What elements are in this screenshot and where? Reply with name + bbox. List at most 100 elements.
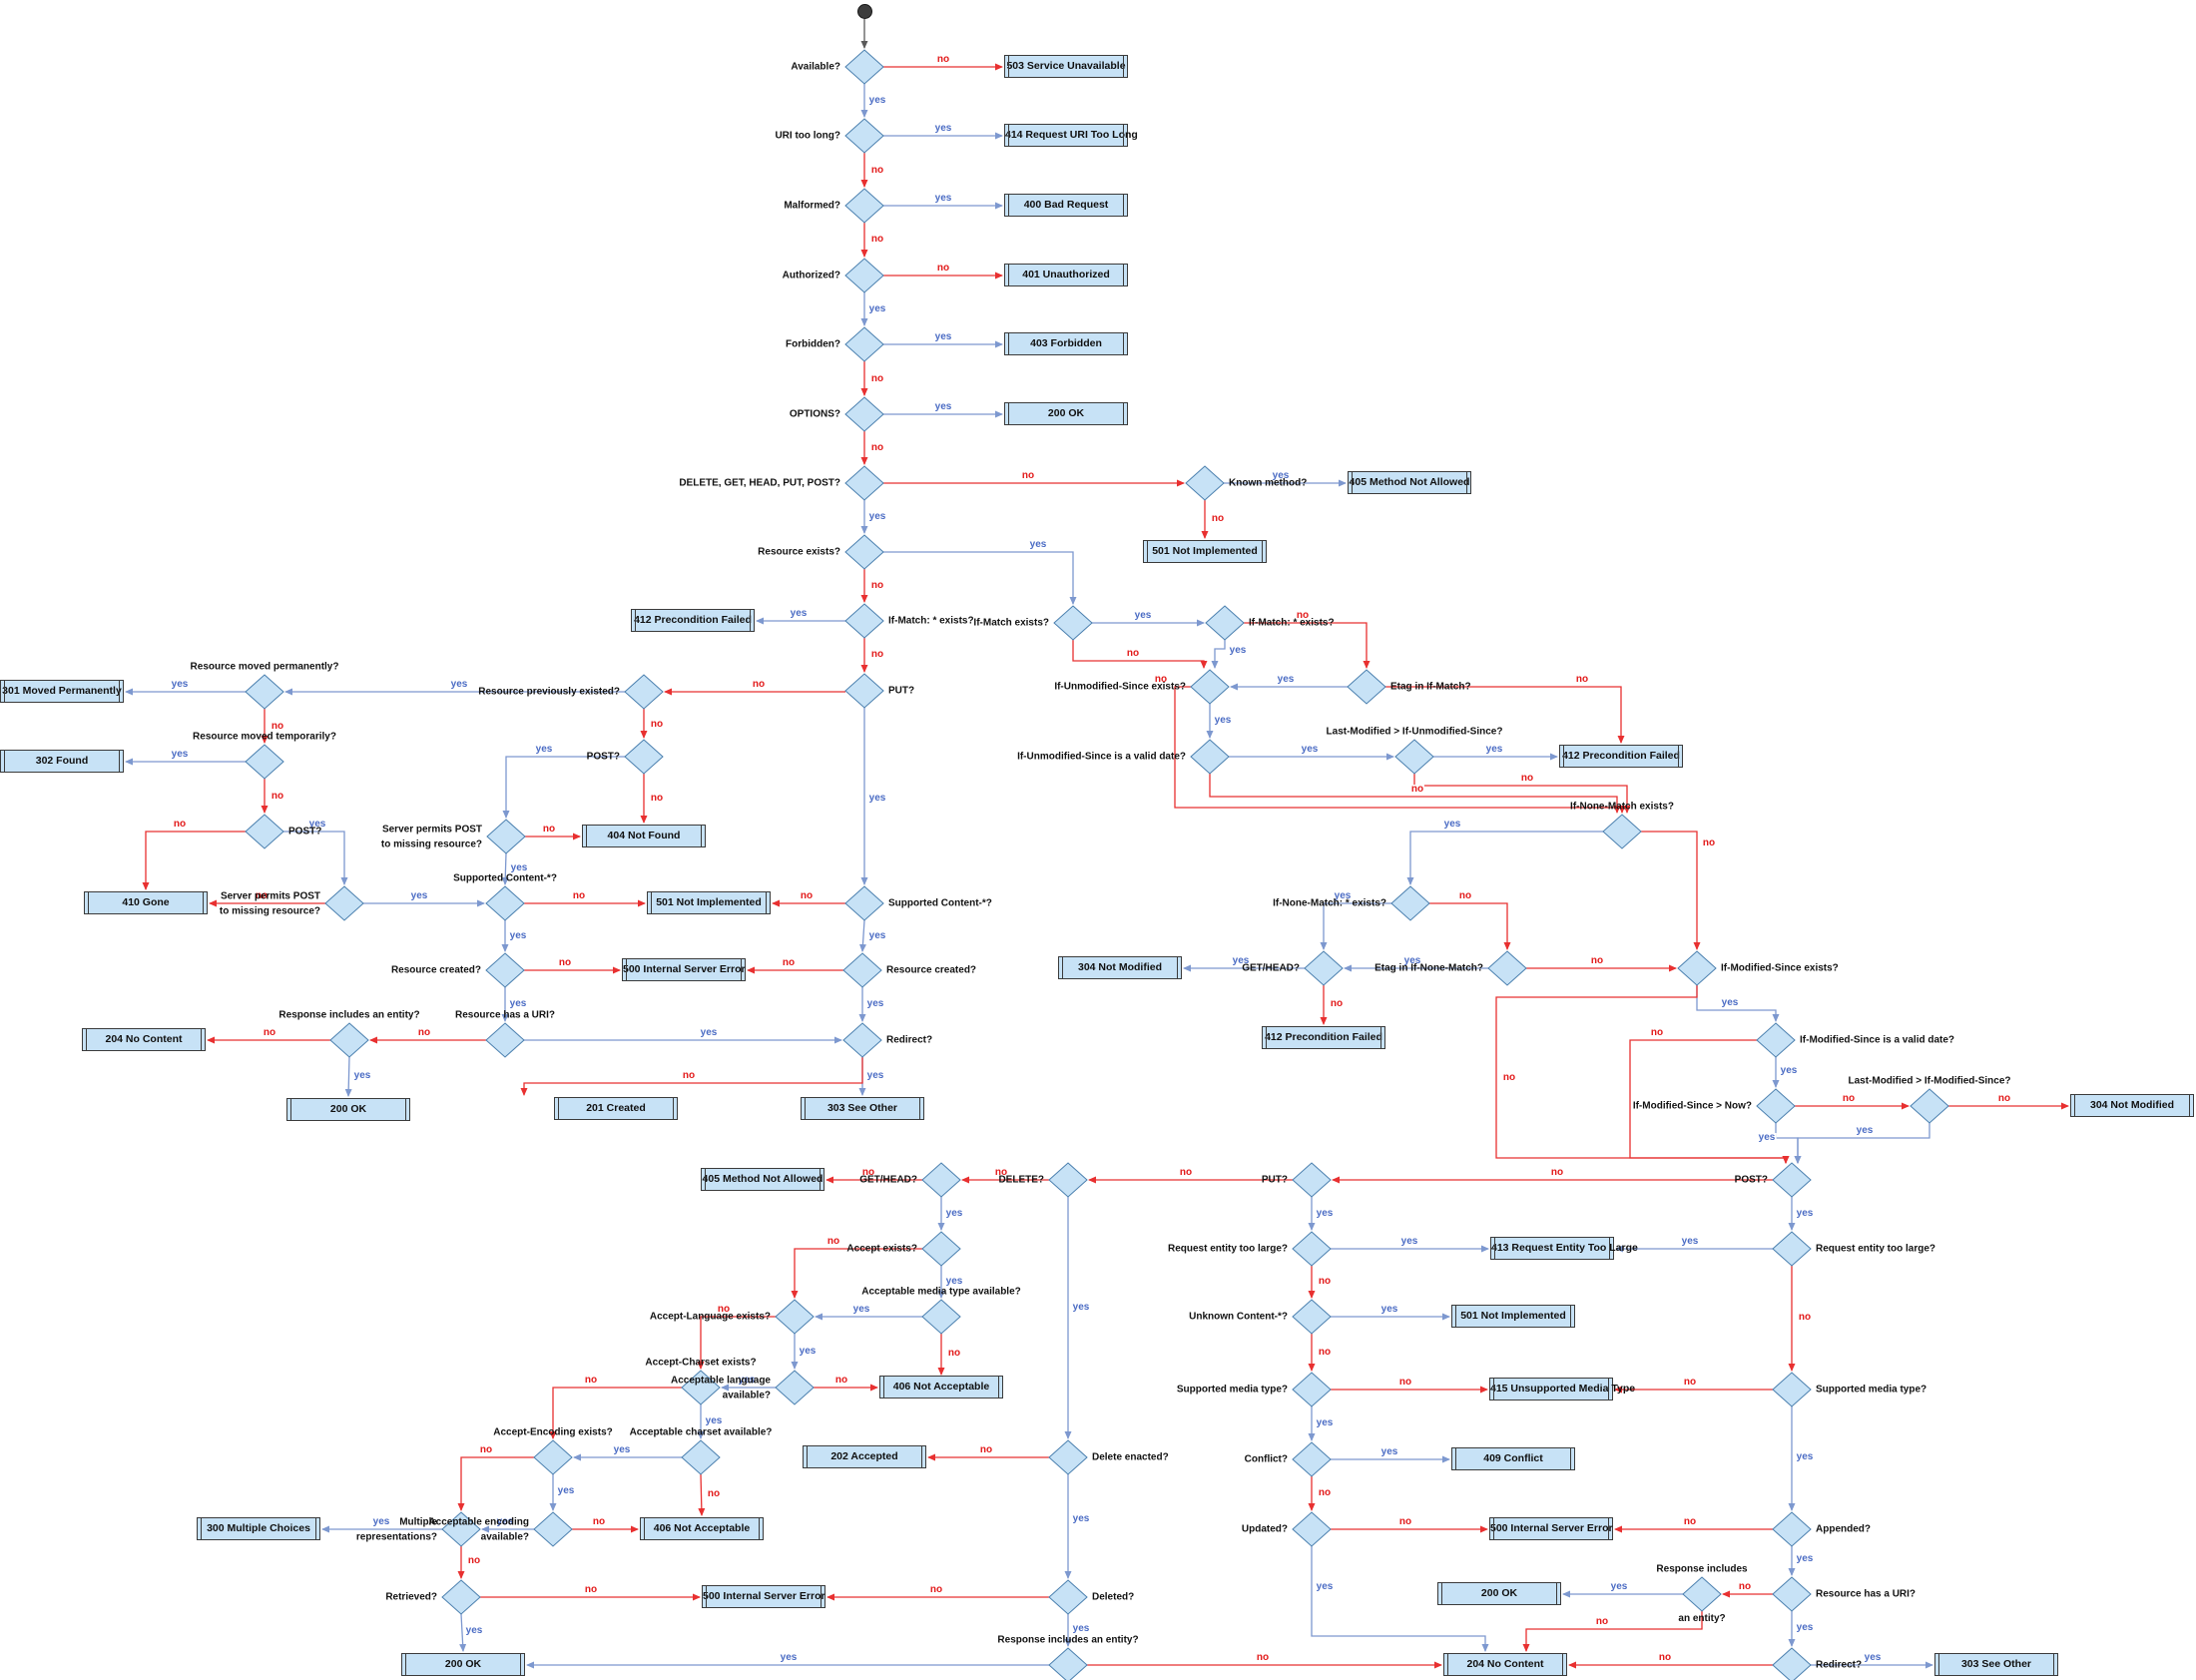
edge-answer-label: yes — [1231, 955, 1251, 966]
b-403-label: 403 Forbidden — [1030, 337, 1102, 349]
b-200-btm-left: 200 OK — [401, 1653, 525, 1676]
d-etag-if-none-match-label: Etag in If-None-Match? — [1374, 962, 1483, 974]
edge-answer-label: yes — [867, 930, 887, 941]
start-node-icon — [857, 4, 872, 19]
d-req-large-left — [1292, 1231, 1332, 1267]
edge-answer-label: no — [751, 679, 767, 690]
d-resp-entity-right — [1682, 1576, 1722, 1612]
d-accept-media-label: Acceptable media type available? — [861, 1286, 1021, 1298]
edge-answer-label: yes — [737, 1375, 757, 1386]
edge-answer-label: yes — [1228, 645, 1248, 656]
edge-answer-label: yes — [307, 819, 327, 830]
edge-answer-label: yes — [867, 95, 887, 106]
b-405-btm: 405 Method Not Allowed — [701, 1168, 824, 1191]
edge-answer-label: no — [1295, 610, 1311, 621]
edge-answer-label: yes — [170, 679, 190, 690]
d-resp-entity-right-label: Response includes — [1656, 1563, 1748, 1575]
b-500-mid-label: 500 Internal Server Error — [623, 963, 746, 975]
b-500-right: 500 Internal Server Error — [1489, 1517, 1613, 1540]
edge-answer-label: yes — [1795, 1208, 1815, 1219]
d-accept-charset-avail-label: Acceptable charset available? — [629, 1426, 773, 1438]
edge-d-accept-enc-exists-to-d-multi-rep — [457, 1456, 534, 1511]
edge-answer-label: no — [935, 54, 951, 65]
d-post-left — [245, 814, 284, 849]
edge-d-lastmod-ius-to-d-if-none-match-exists — [1413, 774, 1631, 814]
d-lastmod-ims — [1910, 1088, 1949, 1124]
edge-answer-label: yes — [1271, 470, 1291, 481]
edge-answer-label: no — [1210, 513, 1226, 524]
edge-d-if-none-match-exists-to-d-ims-exists — [1641, 831, 1701, 950]
edge-answer-label: no — [1178, 1167, 1194, 1178]
d-multi-rep-label: Multiple — [399, 1516, 437, 1528]
edge-d-if-none-match-exists-to-d-if-none-match-star — [1406, 831, 1603, 885]
edge-answer-label: yes — [1213, 715, 1233, 726]
d-unknown-content — [1292, 1299, 1332, 1335]
edge-answer-label: no — [1397, 1516, 1413, 1527]
d-moved-perm-label: Resource moved permanently? — [190, 661, 339, 673]
b-404-label: 404 Not Found — [607, 830, 681, 841]
d-deleted-label: Deleted? — [1092, 1591, 1135, 1603]
edge-answer-label: yes — [1484, 744, 1504, 755]
d-has-uri-mid-label: Resource has a URI? — [454, 1009, 556, 1021]
d-if-unmod-exists — [1190, 669, 1230, 705]
edge-answer-label: yes — [1779, 1065, 1799, 1076]
d-req-large-right — [1772, 1231, 1812, 1267]
b-406-top: 406 Not Acceptable — [879, 1376, 1003, 1399]
d-if-unmod-exists-label: If-Unmodified-Since exists? — [1054, 681, 1186, 693]
edge-d-accept-charset-avail-to-b-406-btm — [698, 1473, 706, 1516]
b-304-mid: 304 Not Modified — [1058, 956, 1182, 979]
d-resp-entity-right-label: an entity? — [1678, 1613, 1726, 1624]
edge-d-retrieved-to-b-200-btm-left — [459, 1613, 467, 1652]
edge-answer-label: no — [1125, 648, 1141, 659]
d-known-method — [1185, 465, 1225, 501]
edge-answer-label: no — [681, 1070, 697, 1081]
edge-answer-label: no — [716, 1304, 732, 1315]
b-412-right-label: 412 Precondition Failed — [1562, 750, 1680, 762]
edge-answer-label: no — [1574, 674, 1590, 685]
edge-answer-label: no — [978, 1444, 994, 1455]
d-accept-media — [921, 1299, 961, 1335]
edge-answer-label: yes — [1855, 1125, 1875, 1136]
edge-answer-label: yes — [1133, 610, 1153, 621]
edge-answer-label: yes — [1315, 1581, 1335, 1592]
b-503-label: 503 Service Unavailable — [1006, 60, 1126, 72]
b-204-btm-label: 204 No Content — [1466, 1658, 1544, 1670]
b-303-mid-label: 303 See Other — [826, 1102, 898, 1114]
b-303-mid: 303 See Other — [801, 1097, 924, 1120]
edge-answer-label: no — [1317, 1276, 1333, 1287]
b-300: 300 Multiple Choices — [197, 1517, 320, 1540]
d-put-btm — [1292, 1162, 1332, 1198]
b-503: 503 Service Unavailable — [1004, 55, 1128, 78]
b-412-left: 412 Precondition Failed — [631, 609, 755, 632]
d-gethead-btm-label: GET/HEAD? — [859, 1174, 917, 1186]
d-ims-now-label: If-Modified-Since > Now? — [1632, 1100, 1752, 1112]
edge-d-if-match-star-right-to-d-etag-if-match — [1244, 622, 1371, 669]
b-412-left-label: 412 Precondition Failed — [634, 614, 752, 626]
d-supp-media-right-label: Supported media type? — [1816, 1384, 1927, 1396]
d-if-match-star-left — [844, 603, 884, 639]
edge-answer-label: yes — [1315, 1417, 1335, 1428]
d-supp-content-right-label: Supported Content-*? — [888, 897, 992, 909]
b-200-top: 200 OK — [1004, 402, 1128, 425]
edge-answer-label: yes — [1333, 890, 1353, 901]
edge-answer-label: yes — [1071, 1513, 1091, 1524]
edge-answer-label: yes — [1315, 1208, 1335, 1219]
b-501-top-label: 501 Not Implemented — [1152, 545, 1258, 557]
d-if-none-match-star — [1390, 885, 1430, 921]
d-del-enacted — [1048, 1439, 1088, 1475]
d-ims-valid-label: If-Modified-Since is a valid date? — [1800, 1034, 1955, 1046]
edge-d-lastmod-ims-to-d-post-btm — [1794, 1123, 1930, 1164]
d-permit-upper — [486, 819, 526, 854]
edge-answer-label: yes — [508, 930, 528, 941]
d-retrieved — [441, 1579, 481, 1615]
edge-answer-label: yes — [867, 303, 887, 314]
b-500-right-label: 500 Internal Server Error — [1490, 1522, 1613, 1534]
edge-answer-label: no — [928, 1584, 944, 1595]
b-202: 202 Accepted — [803, 1445, 926, 1468]
b-200-top-label: 200 OK — [1047, 407, 1085, 419]
d-supp-media-left — [1292, 1372, 1332, 1407]
d-accept-charset-exists-label: Accept-Charset exists? — [645, 1357, 757, 1369]
edge-answer-label: no — [1594, 1616, 1610, 1627]
edge-answer-label: yes — [867, 511, 887, 522]
b-204-mid: 204 No Content — [82, 1028, 206, 1051]
